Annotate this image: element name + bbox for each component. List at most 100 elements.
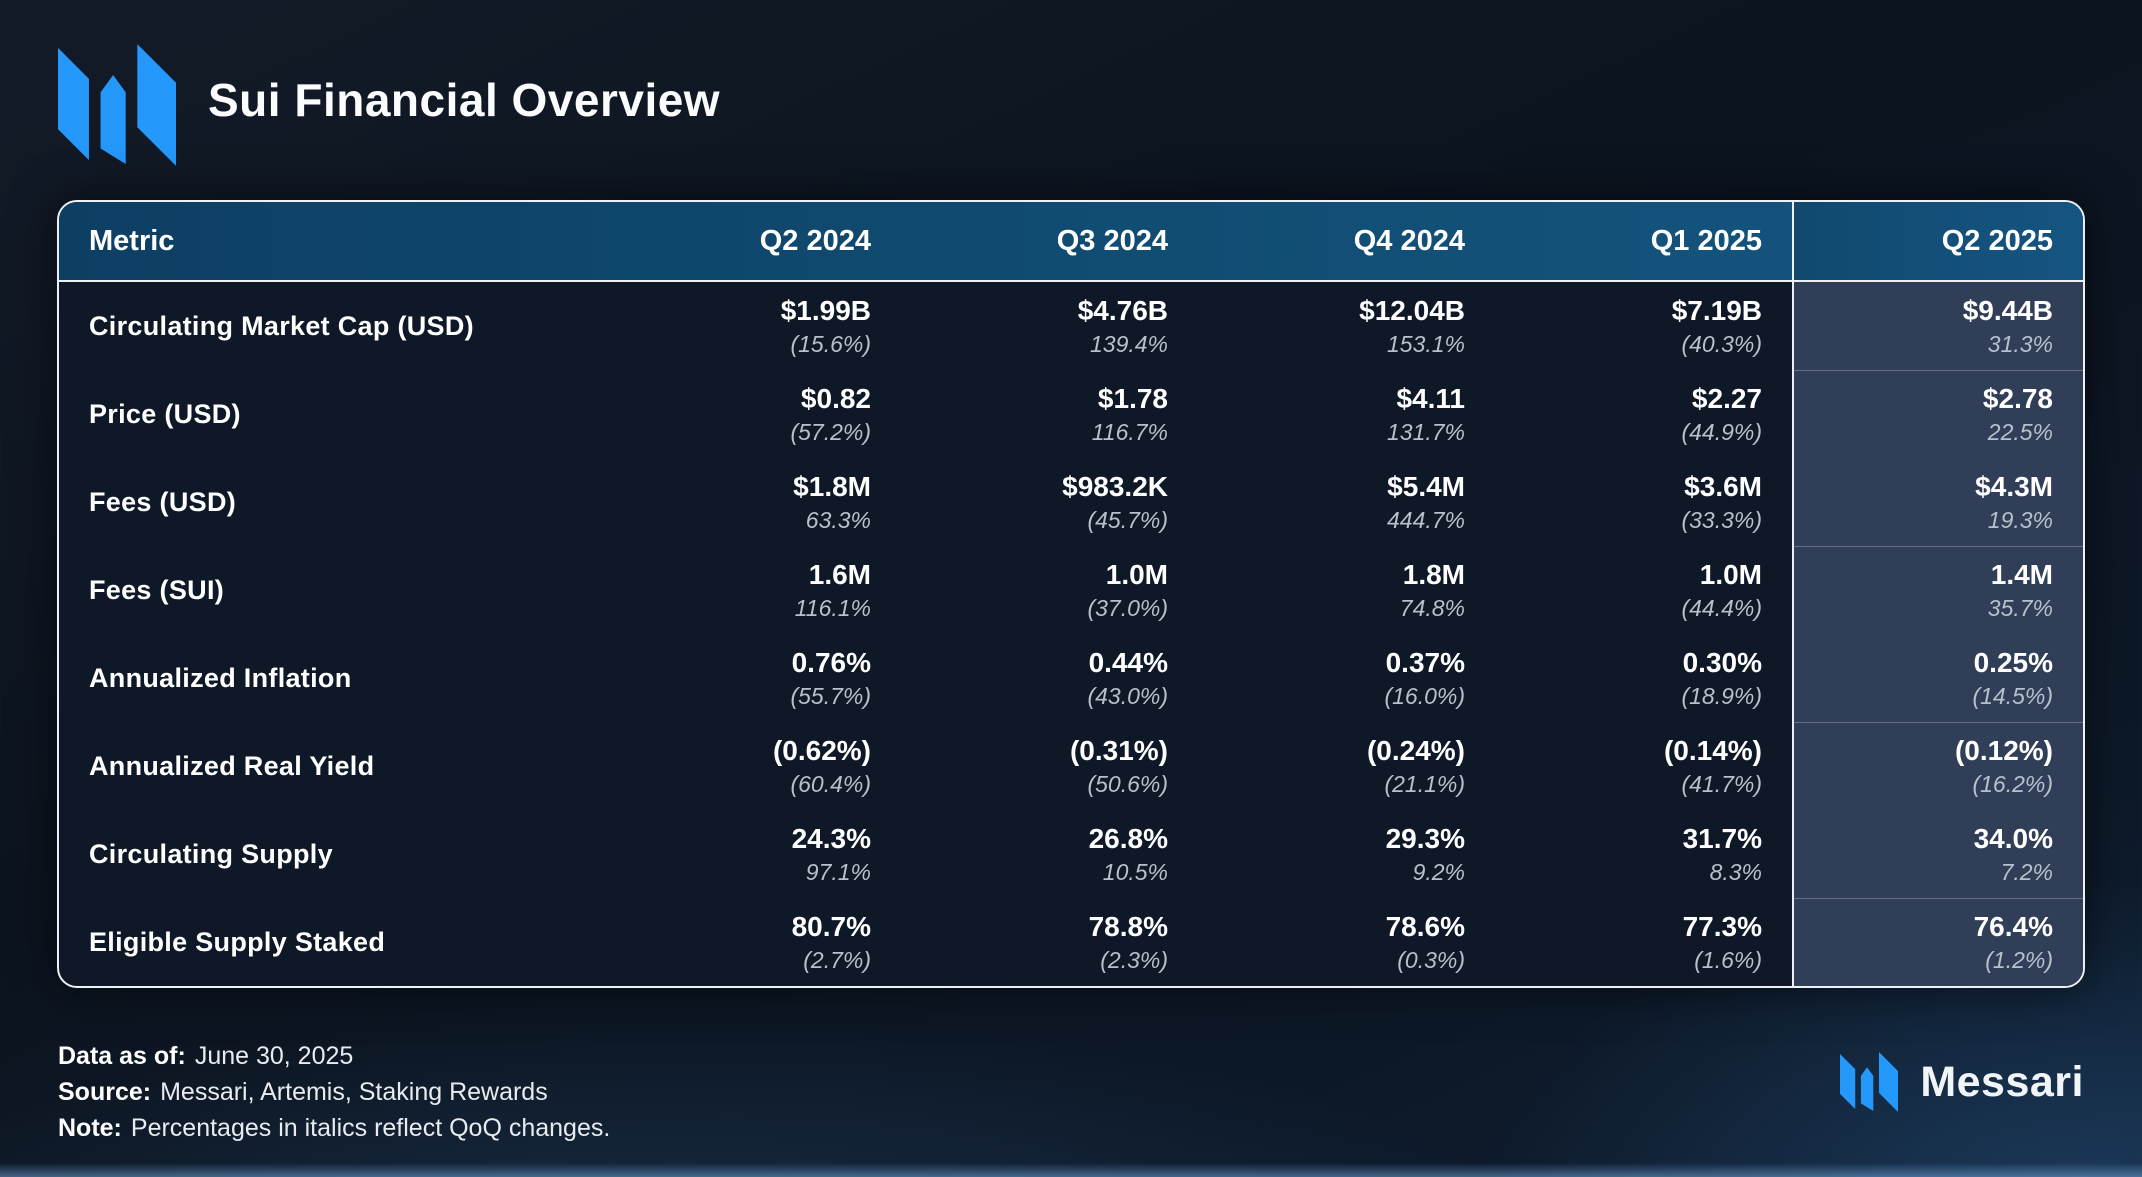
column-header: Q2 2024 bbox=[759, 224, 871, 257]
table-cell: 78.8% (2.3%) bbox=[901, 898, 1198, 986]
messari-logo-icon bbox=[1840, 1052, 1899, 1112]
metric-label: Fees (USD) bbox=[89, 486, 237, 517]
cell-value: 0.76% bbox=[791, 646, 871, 678]
cell-qoq-change: 9.2% bbox=[1412, 858, 1465, 885]
table-cell: 31.7% 8.3% bbox=[1495, 810, 1792, 898]
table-cell: 0.37% (16.0%) bbox=[1198, 634, 1495, 722]
cell-value: $12.04B bbox=[1359, 294, 1465, 326]
data-as-of-value: June 30, 2025 bbox=[194, 1042, 354, 1070]
cell-value: 1.0M bbox=[1699, 558, 1762, 590]
cell-value: 0.37% bbox=[1385, 646, 1465, 678]
column-header: Q1 2025 bbox=[1650, 224, 1762, 257]
cell-qoq-change: (44.4%) bbox=[1681, 594, 1762, 621]
cell-qoq-change: 22.5% bbox=[1987, 418, 2053, 445]
cell-qoq-change: (16.2%) bbox=[1972, 770, 2053, 797]
metric-label: Annualized Real Yield bbox=[89, 750, 375, 781]
source-value: Messari, Artemis, Staking Rewards bbox=[160, 1078, 548, 1106]
table-cell: $2.27 (44.9%) bbox=[1495, 370, 1792, 458]
cell-value: $9.44B bbox=[1962, 294, 2053, 326]
cell-qoq-change: (1.6%) bbox=[1694, 946, 1762, 973]
table-cell-highlighted: $9.44B 31.3% bbox=[1792, 282, 2083, 370]
cell-value: (0.12%) bbox=[1954, 734, 2053, 766]
source-label: Source: bbox=[58, 1078, 152, 1106]
cell-value: $983.2K bbox=[1062, 470, 1168, 502]
cell-qoq-change: (2.3%) bbox=[1100, 946, 1168, 973]
cell-value: $2.27 bbox=[1691, 382, 1762, 414]
cell-qoq-change: 97.1% bbox=[805, 858, 871, 885]
column-header: Q3 2024 bbox=[1056, 224, 1168, 257]
cell-qoq-change: (55.7%) bbox=[790, 682, 871, 709]
cell-qoq-change: (14.5%) bbox=[1972, 682, 2053, 709]
cell-value: 1.4M bbox=[1990, 558, 2053, 590]
cell-value: $4.11 bbox=[1396, 382, 1465, 414]
column-header-highlighted: Q2 2025 bbox=[1792, 202, 2083, 280]
table-cell-highlighted: 0.25% (14.5%) bbox=[1792, 634, 2083, 722]
cell-qoq-change: (41.7%) bbox=[1681, 770, 1762, 797]
cell-qoq-change: 139.4% bbox=[1089, 330, 1168, 357]
page-title: Sui Financial Overview bbox=[208, 74, 721, 126]
table-cell: 24.3% 97.1% bbox=[604, 810, 901, 898]
cell-qoq-change: 35.7% bbox=[1987, 594, 2053, 621]
table-cell-highlighted: 76.4% (1.2%) bbox=[1792, 898, 2083, 986]
metric-label: Eligible Supply Staked bbox=[89, 926, 386, 957]
cell-value: $7.19B bbox=[1671, 294, 1762, 326]
table-cell: $1.78 116.7% bbox=[901, 370, 1198, 458]
table-cell-highlighted: $2.78 22.5% bbox=[1792, 370, 2083, 458]
table-cell: 1.6M 116.1% bbox=[604, 546, 901, 634]
cell-qoq-change: 74.8% bbox=[1399, 594, 1465, 621]
table-cell: 1.8M 74.8% bbox=[1198, 546, 1495, 634]
cell-value: 80.7% bbox=[791, 910, 871, 942]
cell-value: 1.6M bbox=[808, 558, 871, 590]
table-cell: $4.11 131.7% bbox=[1198, 370, 1495, 458]
note-label: Note: bbox=[58, 1114, 122, 1142]
cell-value: $0.82 bbox=[800, 382, 871, 414]
footnotes: Data as of: June 30, 2025 Source: Messari,… bbox=[58, 1038, 610, 1146]
table-cell: (0.24%) (21.1%) bbox=[1198, 722, 1495, 810]
table-cell: 80.7% (2.7%) bbox=[604, 898, 901, 986]
cell-qoq-change: (1.2%) bbox=[1985, 946, 2053, 973]
cell-qoq-change: 19.3% bbox=[1987, 506, 2053, 533]
cell-value: $3.6M bbox=[1684, 470, 1762, 502]
cell-value: 29.3% bbox=[1385, 822, 1465, 854]
cell-qoq-change: (40.3%) bbox=[1681, 330, 1762, 357]
financial-overview-table: Metric Q2 2024 Q3 2024 Q4 2024 Q1 2025 Q… bbox=[57, 200, 2085, 988]
note-value: Percentages in italics reflect QoQ chang… bbox=[130, 1114, 611, 1142]
cell-value: (0.24%) bbox=[1366, 734, 1465, 766]
table-cell: 26.8% 10.5% bbox=[901, 810, 1198, 898]
cell-qoq-change: (15.6%) bbox=[790, 330, 871, 357]
cell-qoq-change: (45.7%) bbox=[1087, 506, 1168, 533]
cell-qoq-change: 444.7% bbox=[1386, 506, 1465, 533]
cell-qoq-change: (16.0%) bbox=[1384, 682, 1465, 709]
cell-value: (0.14%) bbox=[1663, 734, 1762, 766]
table-cell: 0.76% (55.7%) bbox=[604, 634, 901, 722]
table-cell: 0.44% (43.0%) bbox=[901, 634, 1198, 722]
metric-label: Circulating Supply bbox=[89, 838, 333, 869]
column-header: Q4 2024 bbox=[1353, 224, 1465, 257]
cell-value: 34.0% bbox=[1973, 822, 2053, 854]
cell-value: 78.8% bbox=[1088, 910, 1168, 942]
cell-value: 26.8% bbox=[1088, 822, 1168, 854]
metric-label: Circulating Market Cap (USD) bbox=[89, 310, 474, 341]
cell-qoq-change: (0.3%) bbox=[1397, 946, 1465, 973]
brand-footer: Messari bbox=[1840, 1052, 2084, 1112]
note-line: Note: Percentages in italics reflect QoQ … bbox=[58, 1110, 610, 1146]
cell-qoq-change: 153.1% bbox=[1386, 330, 1465, 357]
cell-value: 0.44% bbox=[1088, 646, 1168, 678]
cell-qoq-change: 116.1% bbox=[794, 594, 871, 621]
cell-qoq-change: (21.1%) bbox=[1384, 770, 1465, 797]
cell-qoq-change: (18.9%) bbox=[1681, 682, 1762, 709]
cell-value: 77.3% bbox=[1682, 910, 1762, 942]
cell-value: $2.78 bbox=[1982, 382, 2053, 414]
page-header: Sui Financial Overview bbox=[58, 44, 720, 166]
table-cell: $7.19B (40.3%) bbox=[1495, 282, 1792, 370]
cell-value: $5.4M bbox=[1387, 470, 1465, 502]
table-row: Fees (USD) $1.8M 63.3% $983.2K (45.7%) $5.… bbox=[59, 458, 2083, 546]
table-row: Fees (SUI) 1.6M 116.1% 1.0M (37.0%) 1.8M 74… bbox=[59, 546, 2083, 634]
cell-value: 0.30% bbox=[1682, 646, 1762, 678]
table-row: Circulating Market Cap (USD) $1.99B (15.6… bbox=[59, 282, 2083, 370]
cell-value: 1.0M bbox=[1105, 558, 1168, 590]
messari-logo-icon bbox=[58, 44, 176, 166]
cell-qoq-change: (43.0%) bbox=[1087, 682, 1168, 709]
table-row: Eligible Supply Staked 80.7% (2.7%) 78.8%… bbox=[59, 898, 2083, 986]
table-cell: (0.62%) (60.4%) bbox=[604, 722, 901, 810]
